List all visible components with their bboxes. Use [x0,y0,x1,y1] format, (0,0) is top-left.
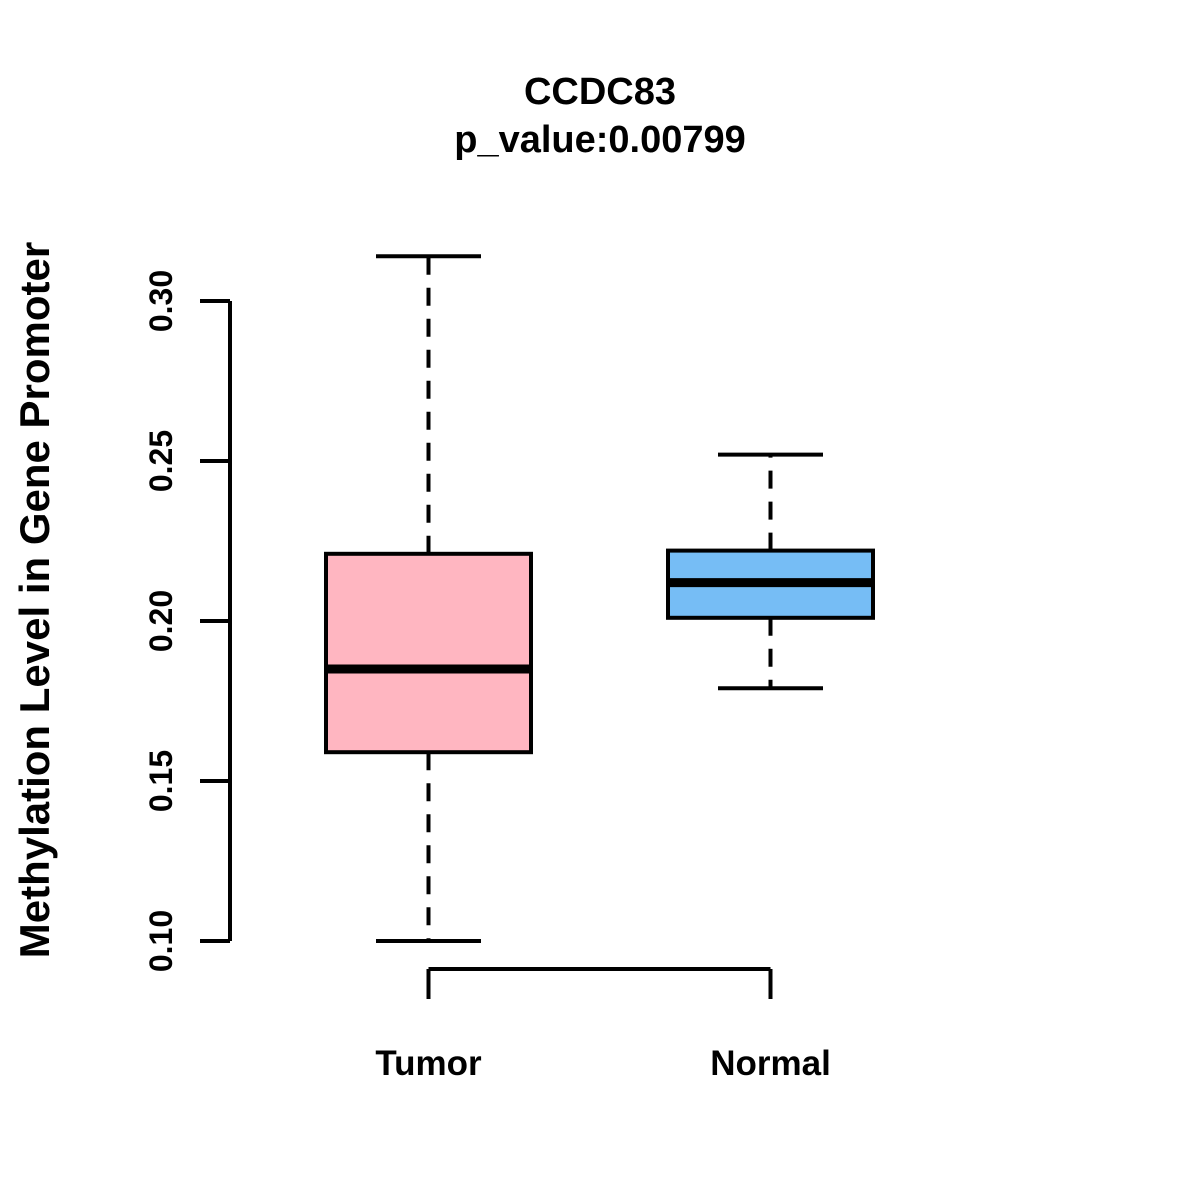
chart-title-block: CCDC83 p_value:0.00799 [0,68,1200,164]
x-category-label: Tumor [375,1044,482,1083]
box-tumor [324,551,533,755]
y-tick-label: 0.30 [143,270,179,332]
y-tick-label: 0.25 [143,430,179,492]
y-tick-label: 0.15 [143,750,179,812]
y-tick-label: 0.10 [143,910,179,972]
x-category-label: Normal [710,1044,831,1083]
y-tick-label: 0.20 [143,590,179,652]
chart-title: CCDC83 [523,71,677,113]
chart-subtitle: p_value:0.00799 [454,119,746,161]
